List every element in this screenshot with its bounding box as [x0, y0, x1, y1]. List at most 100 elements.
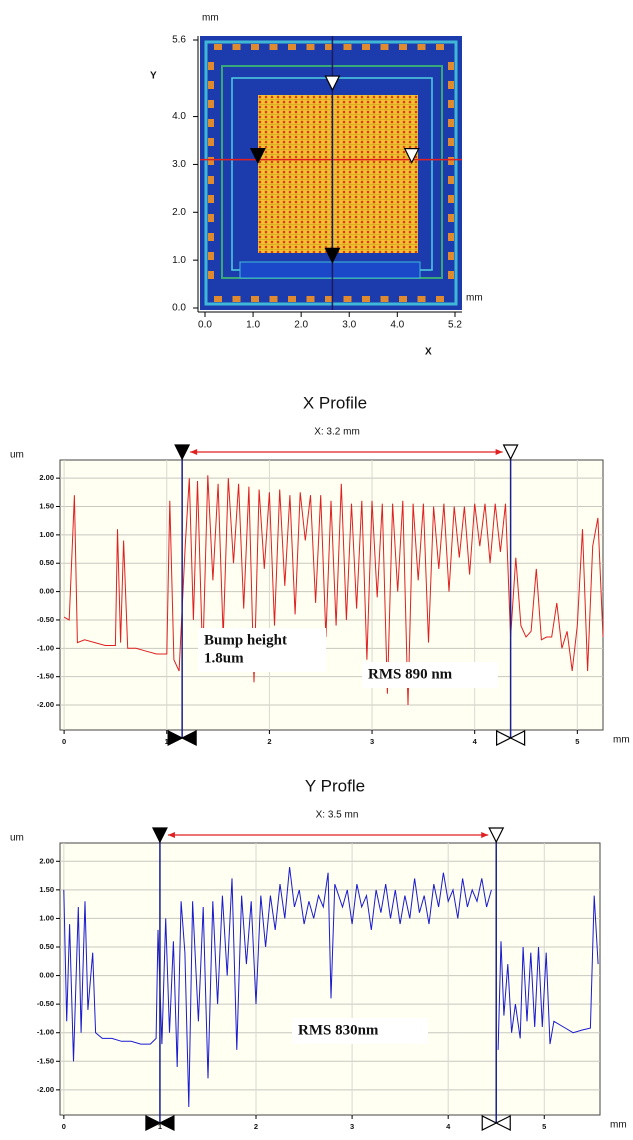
cursor-marker	[494, 1115, 511, 1131]
pad	[208, 100, 214, 108]
pad	[362, 296, 370, 302]
chip-ring	[204, 40, 458, 306]
y-tick-label: -0.50	[37, 999, 54, 1008]
plot-area	[59, 842, 601, 1116]
x-tick-label: 0.0	[198, 320, 212, 331]
y-tick-label: 1.00	[39, 530, 54, 539]
pad	[269, 44, 278, 50]
cursor-marker	[324, 75, 341, 92]
pad	[288, 44, 296, 50]
y-tick-label: 2.00	[39, 856, 54, 865]
pad	[208, 271, 214, 279]
pad	[380, 296, 389, 302]
pad	[306, 296, 315, 302]
arrow-head	[481, 832, 489, 838]
pad	[417, 44, 426, 50]
cursor-marker	[496, 730, 512, 746]
pad	[448, 214, 454, 222]
y-tick-label: 0.00	[39, 587, 54, 596]
chip-core	[258, 95, 418, 253]
pad	[362, 44, 370, 50]
note-box	[198, 628, 326, 672]
y-unit: mm	[202, 13, 219, 24]
x-unit: mm	[613, 735, 630, 746]
y-tick-label: 0.00	[39, 971, 54, 980]
note-box	[362, 662, 498, 688]
y-tick-label: 1.0	[172, 255, 186, 266]
pad	[399, 296, 407, 302]
pad	[208, 176, 214, 184]
pad	[325, 296, 333, 302]
x-tick-label: 0	[62, 1122, 66, 1131]
arrow-head	[167, 832, 175, 838]
pad	[208, 233, 214, 241]
chart-title: X Profile	[303, 393, 367, 412]
x-tick-label: 5.2	[448, 320, 462, 331]
y-tick-label: -1.00	[37, 1028, 54, 1037]
pad	[208, 119, 214, 127]
x-tick-label: 1	[165, 737, 169, 746]
cursor-marker	[488, 827, 505, 844]
pad	[269, 296, 278, 302]
plot-area	[59, 459, 604, 731]
x-tick-label: 1	[158, 1122, 162, 1131]
pad	[399, 44, 407, 50]
pad	[343, 44, 352, 50]
y-tick-label: 0.50	[39, 942, 54, 951]
chip-block	[239, 261, 421, 279]
y-axis-label: Y	[150, 71, 157, 82]
y-tick-label: 0.0	[172, 303, 186, 314]
pad	[448, 62, 454, 70]
pad	[448, 157, 454, 165]
cursor-marker	[180, 730, 197, 746]
y-tick-label: 2.0	[172, 207, 186, 218]
pad	[208, 62, 214, 70]
profile-line	[63, 866, 599, 1108]
y-unit: um	[10, 450, 24, 461]
note-text: 1.8um	[204, 650, 244, 666]
pad	[448, 100, 454, 108]
y-tick-label: 5.6	[172, 35, 186, 46]
y-tick-label: 2.00	[39, 473, 54, 482]
y-tick-label: -1.50	[37, 672, 54, 681]
cursor-marker	[158, 1115, 175, 1131]
pad	[232, 296, 241, 302]
pad	[208, 138, 214, 146]
cursor-marker	[403, 148, 420, 164]
cursor-marker	[174, 444, 191, 461]
pad	[448, 195, 454, 203]
x-tick-label: 1.0	[246, 320, 260, 331]
cursor-marker	[509, 730, 526, 746]
note-text: RMS 890 nm	[368, 666, 453, 682]
pad	[208, 214, 214, 222]
x-tick-label: 4	[446, 1122, 451, 1131]
pad	[306, 44, 315, 50]
pad	[448, 176, 454, 184]
y-tick-label: 4.0	[172, 111, 186, 122]
x-tick-label: 4.0	[390, 320, 404, 331]
x-tick-label: 2.0	[294, 320, 308, 331]
x-tick-label: 5	[575, 737, 579, 746]
x-axis-label: X	[425, 347, 432, 358]
chart-title: Y Profle	[305, 776, 365, 795]
arrow-head	[190, 449, 198, 455]
y-tick-label: 3.0	[172, 159, 186, 170]
x-tick-label: 3	[370, 737, 374, 746]
pad	[448, 271, 454, 279]
note-text: RMS 830nm	[298, 1022, 379, 1038]
x-tick-label: 5	[542, 1122, 546, 1131]
note-box	[292, 1018, 428, 1044]
y-tick-label: -2.00	[37, 1085, 54, 1094]
pad	[251, 44, 259, 50]
measure-label: X: 3.5 mn	[316, 810, 359, 821]
pad	[448, 81, 454, 89]
y-tick-label: -2.00	[37, 700, 54, 709]
pad	[325, 44, 333, 50]
pad	[448, 233, 454, 241]
x-tick-label: 3	[350, 1122, 354, 1131]
y-tick-label: 0.50	[39, 558, 54, 567]
y-tick-label: 1.00	[39, 913, 54, 922]
pad	[251, 296, 259, 302]
cursor-marker	[167, 730, 184, 746]
